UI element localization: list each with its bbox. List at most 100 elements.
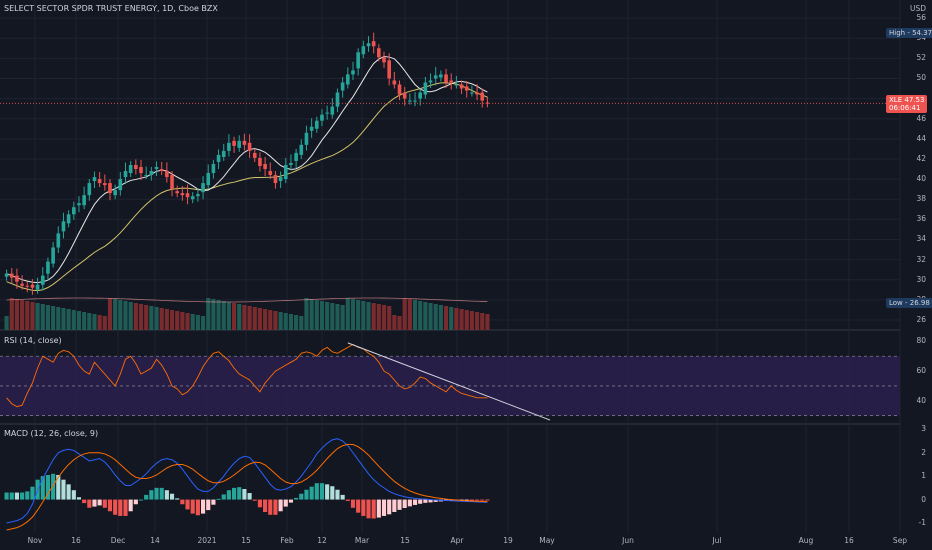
macd-histogram-bar — [20, 492, 25, 500]
candle-body — [356, 52, 360, 69]
volume-bar — [464, 310, 469, 330]
candle-body — [123, 171, 128, 178]
volume-bar — [314, 300, 319, 330]
symbol-title[interactable]: SELECT SECTOR SPDR TRUST ENERGY, 1D, Cbo… — [4, 4, 218, 13]
macd-histogram-bar — [335, 489, 340, 500]
candle-body — [201, 183, 205, 193]
volume-bar — [14, 299, 19, 330]
volume-bar — [102, 316, 107, 330]
macd-histogram-bar — [345, 499, 350, 501]
macd-histogram-bar — [407, 499, 412, 507]
candle-body — [382, 57, 386, 63]
macd-histogram-bar — [464, 499, 469, 501]
candle-body — [485, 102, 490, 104]
candle-body — [299, 144, 304, 155]
candle-body — [196, 194, 200, 197]
macd-histogram-bar — [206, 499, 211, 511]
volume-bar — [87, 313, 92, 330]
candle-body — [20, 283, 24, 286]
time-tick-label: Apr — [450, 536, 464, 545]
rsi-tick-label: 80 — [916, 336, 926, 346]
volume-bar — [335, 304, 340, 330]
volume-bar — [200, 316, 206, 330]
macd-histogram-bar — [113, 499, 118, 515]
macd-histogram-bar — [149, 490, 154, 500]
signal-line — [6, 443, 488, 531]
volume-bar — [433, 304, 438, 330]
candle-body — [211, 163, 216, 174]
macd-histogram-bar — [45, 474, 51, 500]
volume-bar — [485, 314, 490, 330]
price-tick-label: 32 — [916, 254, 926, 264]
macd-histogram-bar — [252, 499, 257, 501]
time-tick-label: Nov — [27, 536, 43, 545]
macd-line — [6, 438, 488, 524]
candle-body — [304, 132, 309, 145]
candle-body — [97, 179, 102, 184]
candle-body — [15, 275, 19, 282]
macd-histogram-bar — [232, 487, 237, 500]
candle-body — [346, 74, 350, 85]
macd-histogram-bar — [51, 473, 56, 500]
macd-histogram-bar — [4, 492, 9, 500]
time-tick-label: May — [539, 536, 555, 545]
volume-bar — [294, 315, 299, 330]
macd-histogram-bar — [180, 499, 185, 505]
candle-body — [413, 100, 417, 102]
candle-body — [206, 173, 211, 186]
macd-histogram-bar — [433, 499, 438, 502]
volume-bar — [273, 311, 278, 330]
macd-histogram-bar — [299, 493, 304, 500]
macd-histogram-bar — [283, 499, 288, 507]
volume-bar — [454, 308, 459, 330]
time-tick-label: 16 — [71, 536, 81, 545]
macd-histogram-bar — [9, 492, 14, 500]
volume-bar — [242, 305, 247, 330]
price-tick-label: 52 — [916, 53, 926, 63]
volume-bar — [319, 301, 325, 330]
volume-bar — [154, 307, 159, 330]
macd-histogram-bar — [304, 489, 309, 500]
volume-bar — [185, 313, 190, 330]
volume-bar — [428, 303, 433, 330]
candle-body — [139, 166, 143, 174]
volume-bar — [138, 304, 144, 330]
macd-histogram-bar — [195, 499, 200, 516]
volume-bar — [407, 299, 412, 330]
macd-tick-label: 0 — [921, 494, 926, 504]
macd-label[interactable]: MACD (12, 26, close, 9) — [4, 429, 99, 438]
price-tick-label: 56 — [916, 13, 926, 23]
volume-bar — [20, 300, 25, 330]
macd-histogram-bar — [469, 499, 474, 501]
candle-body — [475, 92, 479, 95]
candle-body — [366, 43, 371, 47]
candle-body — [273, 175, 278, 184]
candle-body — [340, 82, 345, 91]
high-label: High — [889, 29, 906, 37]
volume-bar — [288, 314, 294, 330]
volume-bar — [97, 315, 102, 330]
candle-body — [428, 80, 433, 83]
candle-body — [159, 169, 164, 172]
rsi-label[interactable]: RSI (14, close) — [4, 336, 62, 345]
macd-tick-label: 3 — [921, 424, 926, 434]
volume-bar — [387, 306, 392, 330]
candle-body — [433, 75, 438, 79]
candle-body — [40, 275, 45, 285]
volume-bar — [299, 316, 304, 330]
macd-histogram-bar — [30, 486, 35, 500]
volume-bar — [366, 302, 371, 330]
volume-bar — [423, 302, 428, 330]
volume-bar — [345, 298, 350, 330]
volume-bar — [56, 307, 61, 330]
macd-histogram-bar — [449, 499, 454, 501]
candle-body — [103, 183, 107, 186]
candle-body — [149, 171, 154, 176]
candle-body — [25, 285, 30, 287]
candle-body — [232, 140, 236, 146]
macd-histogram-bar — [428, 499, 433, 503]
candle-body — [247, 142, 252, 151]
macd-histogram-bar — [485, 499, 490, 501]
